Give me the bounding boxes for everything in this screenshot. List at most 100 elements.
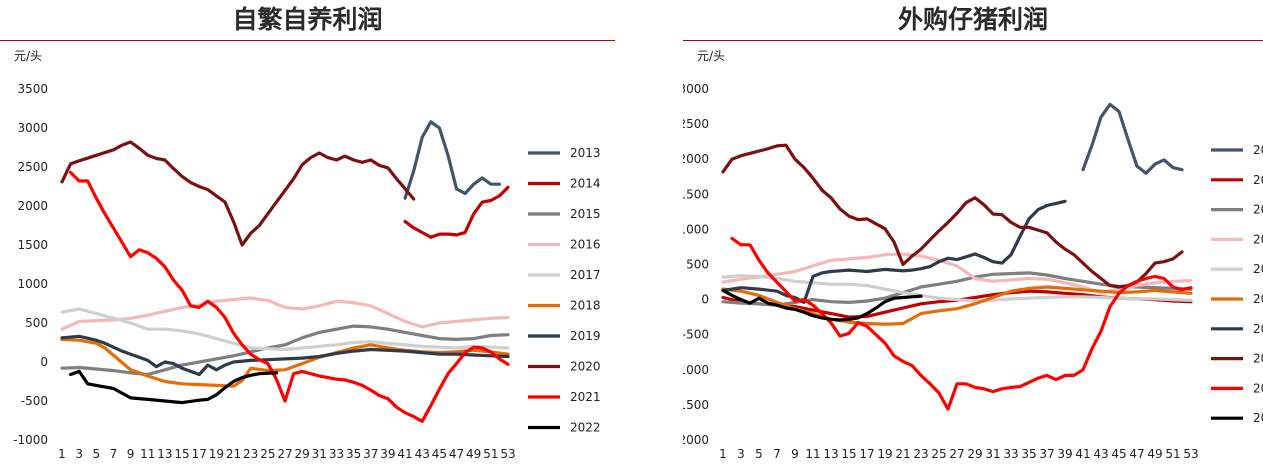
legend-label: 2018 bbox=[1253, 292, 1263, 306]
y-axis-unit: 元/头 bbox=[697, 49, 726, 63]
series-line-2022 bbox=[721, 288, 923, 322]
x-tick-label: 27 bbox=[277, 447, 292, 461]
x-tick-label: 19 bbox=[209, 447, 224, 461]
legend-label: 2014 bbox=[570, 177, 601, 191]
series-line-2014 bbox=[403, 185, 510, 239]
legend-item-2015: 2015 bbox=[528, 207, 601, 221]
legend-item-2018: 2018 bbox=[1211, 292, 1263, 306]
legend-label: 2022 bbox=[1253, 411, 1263, 425]
y-tick-label: -1000 bbox=[13, 433, 48, 447]
x-tick-label: 27 bbox=[949, 447, 964, 461]
x-tick-label: 9 bbox=[127, 447, 135, 461]
legend-label: 2020 bbox=[570, 360, 601, 374]
x-tick-label: 31 bbox=[985, 447, 1000, 461]
legend-item-2014: 2014 bbox=[1211, 173, 1263, 187]
x-tick-label: 1 bbox=[58, 447, 66, 461]
legend-item-2016: 2016 bbox=[528, 238, 601, 252]
y-tick-label: 2000 bbox=[683, 152, 709, 166]
x-tick-label: 43 bbox=[1093, 447, 1108, 461]
legend-item-2021: 2021 bbox=[1211, 381, 1263, 395]
x-tick-label: 13 bbox=[823, 447, 838, 461]
y-axis-unit: 元/头 bbox=[14, 49, 43, 63]
legend-label: 2016 bbox=[1253, 232, 1263, 246]
y-tick-label: -1000 bbox=[683, 363, 709, 377]
x-tick-label: 33 bbox=[329, 447, 344, 461]
chart-title: 自繁自养利润 bbox=[0, 0, 615, 41]
legend-item-2017: 2017 bbox=[528, 268, 601, 282]
x-tick-label: 41 bbox=[397, 447, 412, 461]
legend-label: 2019 bbox=[1253, 322, 1263, 336]
legend-item-2017: 2017 bbox=[1211, 262, 1263, 276]
chart-title: 外购仔猪利润 bbox=[683, 0, 1263, 41]
x-tick-label: 5 bbox=[755, 447, 763, 461]
series-line-2019 bbox=[721, 199, 1067, 304]
legend-label: 2017 bbox=[570, 268, 601, 282]
x-tick-label: 51 bbox=[1165, 447, 1180, 461]
x-tick-label: 13 bbox=[157, 447, 172, 461]
legend-item-2020: 2020 bbox=[1211, 352, 1263, 366]
series-line-2013 bbox=[1081, 102, 1184, 175]
x-tick-label: 23 bbox=[243, 447, 258, 461]
y-tick-label: -2000 bbox=[683, 433, 709, 447]
series-line-2020 bbox=[721, 143, 1184, 289]
y-tick-label: 500 bbox=[686, 258, 709, 272]
profit-chart-purchased-piglet: 外购仔猪利润 元/头 -2000-1500-1000-5000500100015… bbox=[683, 0, 1263, 465]
x-tick-label: 47 bbox=[449, 447, 464, 461]
y-tick-label: -1500 bbox=[683, 398, 709, 412]
legend-label: 2015 bbox=[570, 207, 601, 221]
legend-label: 2015 bbox=[1253, 203, 1263, 217]
series-line-2016 bbox=[721, 252, 1193, 295]
x-tick-label: 17 bbox=[859, 447, 874, 461]
x-tick-label: 7 bbox=[110, 447, 118, 461]
series-line-2017 bbox=[60, 307, 510, 352]
series-line-2016 bbox=[60, 296, 510, 331]
x-tick-label: 37 bbox=[1039, 447, 1054, 461]
y-tick-label: 2500 bbox=[683, 117, 709, 131]
series-line-2021 bbox=[69, 170, 510, 423]
x-tick-label: 9 bbox=[791, 447, 799, 461]
x-tick-label: 25 bbox=[260, 447, 275, 461]
x-tick-label: 17 bbox=[192, 447, 207, 461]
x-tick-label: 37 bbox=[363, 447, 378, 461]
y-tick-label: -500 bbox=[683, 328, 709, 342]
x-tick-label: 3 bbox=[737, 447, 745, 461]
y-tick-label: 1500 bbox=[17, 238, 48, 252]
y-tick-label: 2500 bbox=[17, 160, 48, 174]
x-tick-label: 49 bbox=[1147, 447, 1162, 461]
x-tick-label: 5 bbox=[92, 447, 100, 461]
x-tick-label: 1 bbox=[719, 447, 727, 461]
legend-item-2018: 2018 bbox=[528, 299, 601, 313]
x-tick-label: 47 bbox=[1129, 447, 1144, 461]
x-tick-label: 43 bbox=[415, 447, 430, 461]
legend-label: 2018 bbox=[570, 299, 601, 313]
x-tick-label: 33 bbox=[1003, 447, 1018, 461]
legend-item-2014: 2014 bbox=[528, 177, 601, 191]
legend-item-2019: 2019 bbox=[528, 329, 601, 343]
x-tick-label: 45 bbox=[432, 447, 447, 461]
x-tick-label: 31 bbox=[312, 447, 327, 461]
x-tick-label: 49 bbox=[466, 447, 481, 461]
series-line-2021 bbox=[730, 236, 1193, 411]
legend-label: 2016 bbox=[570, 238, 601, 252]
x-tick-label: 11 bbox=[140, 447, 155, 461]
legend-label: 2019 bbox=[570, 329, 601, 343]
legend-label: 2013 bbox=[570, 146, 601, 160]
legend-item-2020: 2020 bbox=[528, 360, 601, 374]
legend-item-2019: 2019 bbox=[1211, 322, 1263, 336]
x-tick-label: 53 bbox=[1183, 447, 1198, 461]
y-tick-label: 0 bbox=[40, 355, 48, 369]
legend-label: 2017 bbox=[1253, 262, 1263, 276]
legend-item-2016: 2016 bbox=[1211, 232, 1263, 246]
x-tick-label: 35 bbox=[346, 447, 361, 461]
y-tick-label: -500 bbox=[21, 394, 48, 408]
x-tick-label: 39 bbox=[380, 447, 395, 461]
series-line-2017 bbox=[721, 274, 1193, 303]
x-tick-label: 15 bbox=[841, 447, 856, 461]
legend-item-2021: 2021 bbox=[528, 390, 601, 404]
x-tick-label: 41 bbox=[1075, 447, 1090, 461]
series-line-2013 bbox=[403, 120, 501, 200]
x-tick-label: 23 bbox=[913, 447, 928, 461]
x-tick-label: 29 bbox=[295, 447, 310, 461]
y-tick-label: 1000 bbox=[17, 277, 48, 291]
legend-label: 2022 bbox=[570, 421, 601, 435]
